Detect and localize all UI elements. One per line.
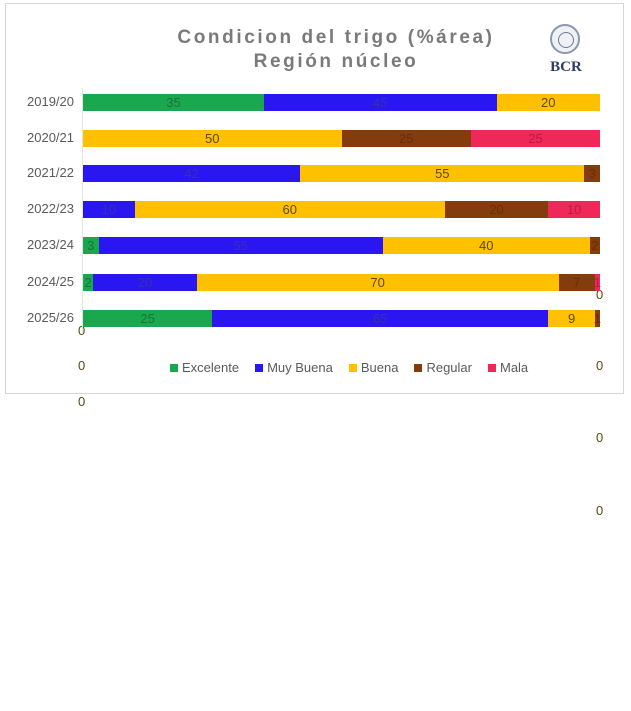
bcr-logo: BCR (544, 24, 588, 84)
legend-item-buena: Buena (348, 360, 399, 375)
chart-title-line1: Condicion del trigo (%área) (177, 27, 495, 48)
data-label: 7 (573, 275, 581, 290)
data-label: 25 (528, 131, 543, 146)
bar-segment-mala: 25 (470, 130, 600, 147)
bar-segment-buena: 40 (382, 237, 590, 254)
stacked-bar: 25 65 9 1 (83, 310, 602, 327)
data-label: 70 (370, 275, 385, 290)
chart-frame: Condicion del trigo (%área) Región núcle… (5, 3, 624, 394)
stacked-bar: 10 60 20 10 (83, 201, 600, 218)
data-label: 10 (566, 202, 582, 217)
bcr-logo-text: BCR (550, 59, 582, 75)
data-label: 20 (137, 275, 153, 290)
category-label: 2025/26 (27, 310, 74, 325)
data-label: 60 (282, 202, 298, 217)
category-label: 2024/25 (27, 274, 74, 289)
legend-item-excelente: Excelente (170, 360, 239, 375)
zero-data-label: 0 (78, 323, 86, 338)
legend-label: Muy Buena (267, 360, 333, 375)
legend-label: Buena (360, 360, 399, 375)
data-label: 55 (233, 238, 248, 253)
category-label: 2019/20 (27, 94, 74, 109)
legend-label: Excelente (182, 360, 240, 375)
zero-data-label: 0 (596, 358, 604, 373)
legend-swatch-icon (348, 363, 357, 372)
data-label: 55 (435, 166, 450, 181)
legend-item-muy-buena: Muy Buena (255, 360, 333, 375)
bar-segment-muy-buena: 20 (93, 274, 197, 291)
data-label: 3 (588, 166, 596, 181)
bar-segment-muy-buena: 10 (83, 201, 135, 218)
bar-segment-buena: 50 (83, 130, 342, 147)
data-label: 42 (184, 166, 199, 181)
bar-segment-buena: 55 (300, 165, 585, 182)
bar-segment-regular: 3 (584, 165, 600, 182)
data-label: 1 (593, 311, 602, 326)
stacked-bar: 3 55 40 2 (83, 237, 600, 254)
data-label: 9 (567, 311, 576, 326)
data-label: 35 (166, 95, 181, 110)
bar-segment-excelente: 25 (83, 310, 213, 327)
legend-item-regular: Regular (414, 360, 472, 375)
data-label: 2 (84, 275, 92, 290)
category-label: 2020/21 (27, 130, 74, 145)
bar-segment-buena: 70 (196, 274, 559, 291)
chart-legend: Excelente Muy Buena Buena Regular Mala (170, 360, 528, 375)
bar-segment-muy-buena: 65 (212, 310, 549, 327)
legend-label: Mala (499, 360, 529, 375)
zero-data-label: 0 (596, 287, 604, 302)
stacked-bar: 35 45 20 (83, 94, 600, 111)
bcr-seal-icon (550, 24, 580, 54)
chart-title-line2: Región núcleo (253, 51, 419, 72)
data-label: 25 (398, 131, 414, 146)
category-label: 2023/24 (27, 237, 74, 252)
bar-segment-excelente: 35 (83, 94, 264, 111)
bar-segment-excelente: 2 (83, 274, 94, 291)
legend-swatch-icon (255, 363, 264, 372)
bar-segment-excelente: 3 (83, 237, 99, 254)
data-label: 25 (140, 311, 155, 326)
stacked-bar: 42 55 3 (83, 165, 600, 182)
bar-segment-regular: 25 (341, 130, 471, 147)
data-label: 20 (541, 95, 556, 110)
bar-segment-mala: 10 (548, 201, 600, 218)
legend-swatch-icon (414, 363, 423, 372)
data-label: 40 (479, 238, 494, 253)
legend-swatch-icon (170, 363, 178, 372)
legend-swatch-icon (487, 363, 496, 372)
zero-data-label: 0 (596, 503, 604, 518)
legend-label: Regular (426, 360, 472, 375)
category-label: 2021/22 (27, 165, 74, 180)
bar-segment-regular: 1 (593, 310, 602, 327)
data-label: 2 (591, 238, 599, 253)
chart-title: Condicion del trigo (%área) Región núcle… (126, 26, 546, 74)
stacked-bar: 50 25 25 (83, 130, 600, 147)
zero-data-label: 0 (78, 358, 86, 373)
legend-item-mala: Mala (487, 360, 529, 375)
data-label: 10 (101, 202, 117, 217)
bar-segment-regular: 20 (444, 201, 549, 218)
data-label: 3 (87, 238, 95, 253)
stacked-bar: 2 20 70 7 1 (83, 274, 601, 291)
data-label: 20 (489, 202, 504, 217)
data-label: 1 (593, 275, 601, 290)
data-label: 50 (205, 131, 220, 146)
data-label: 65 (373, 311, 388, 326)
data-label: 45 (373, 95, 388, 110)
bar-segment-buena: 60 (134, 201, 445, 218)
category-label: 2022/23 (27, 201, 74, 216)
bar-segment-buena: 9 (548, 310, 595, 327)
bar-segment-muy-buena: 45 (263, 94, 497, 111)
bar-segment-buena: 20 (496, 94, 600, 111)
bar-segment-muy-buena: 42 (83, 165, 301, 182)
bar-segment-muy-buena: 55 (98, 237, 383, 254)
bar-segment-regular: 2 (589, 237, 600, 254)
plot-area (82, 88, 603, 334)
bar-segment-mala: 1 (593, 274, 601, 291)
bar-segment-regular: 7 (558, 274, 595, 291)
